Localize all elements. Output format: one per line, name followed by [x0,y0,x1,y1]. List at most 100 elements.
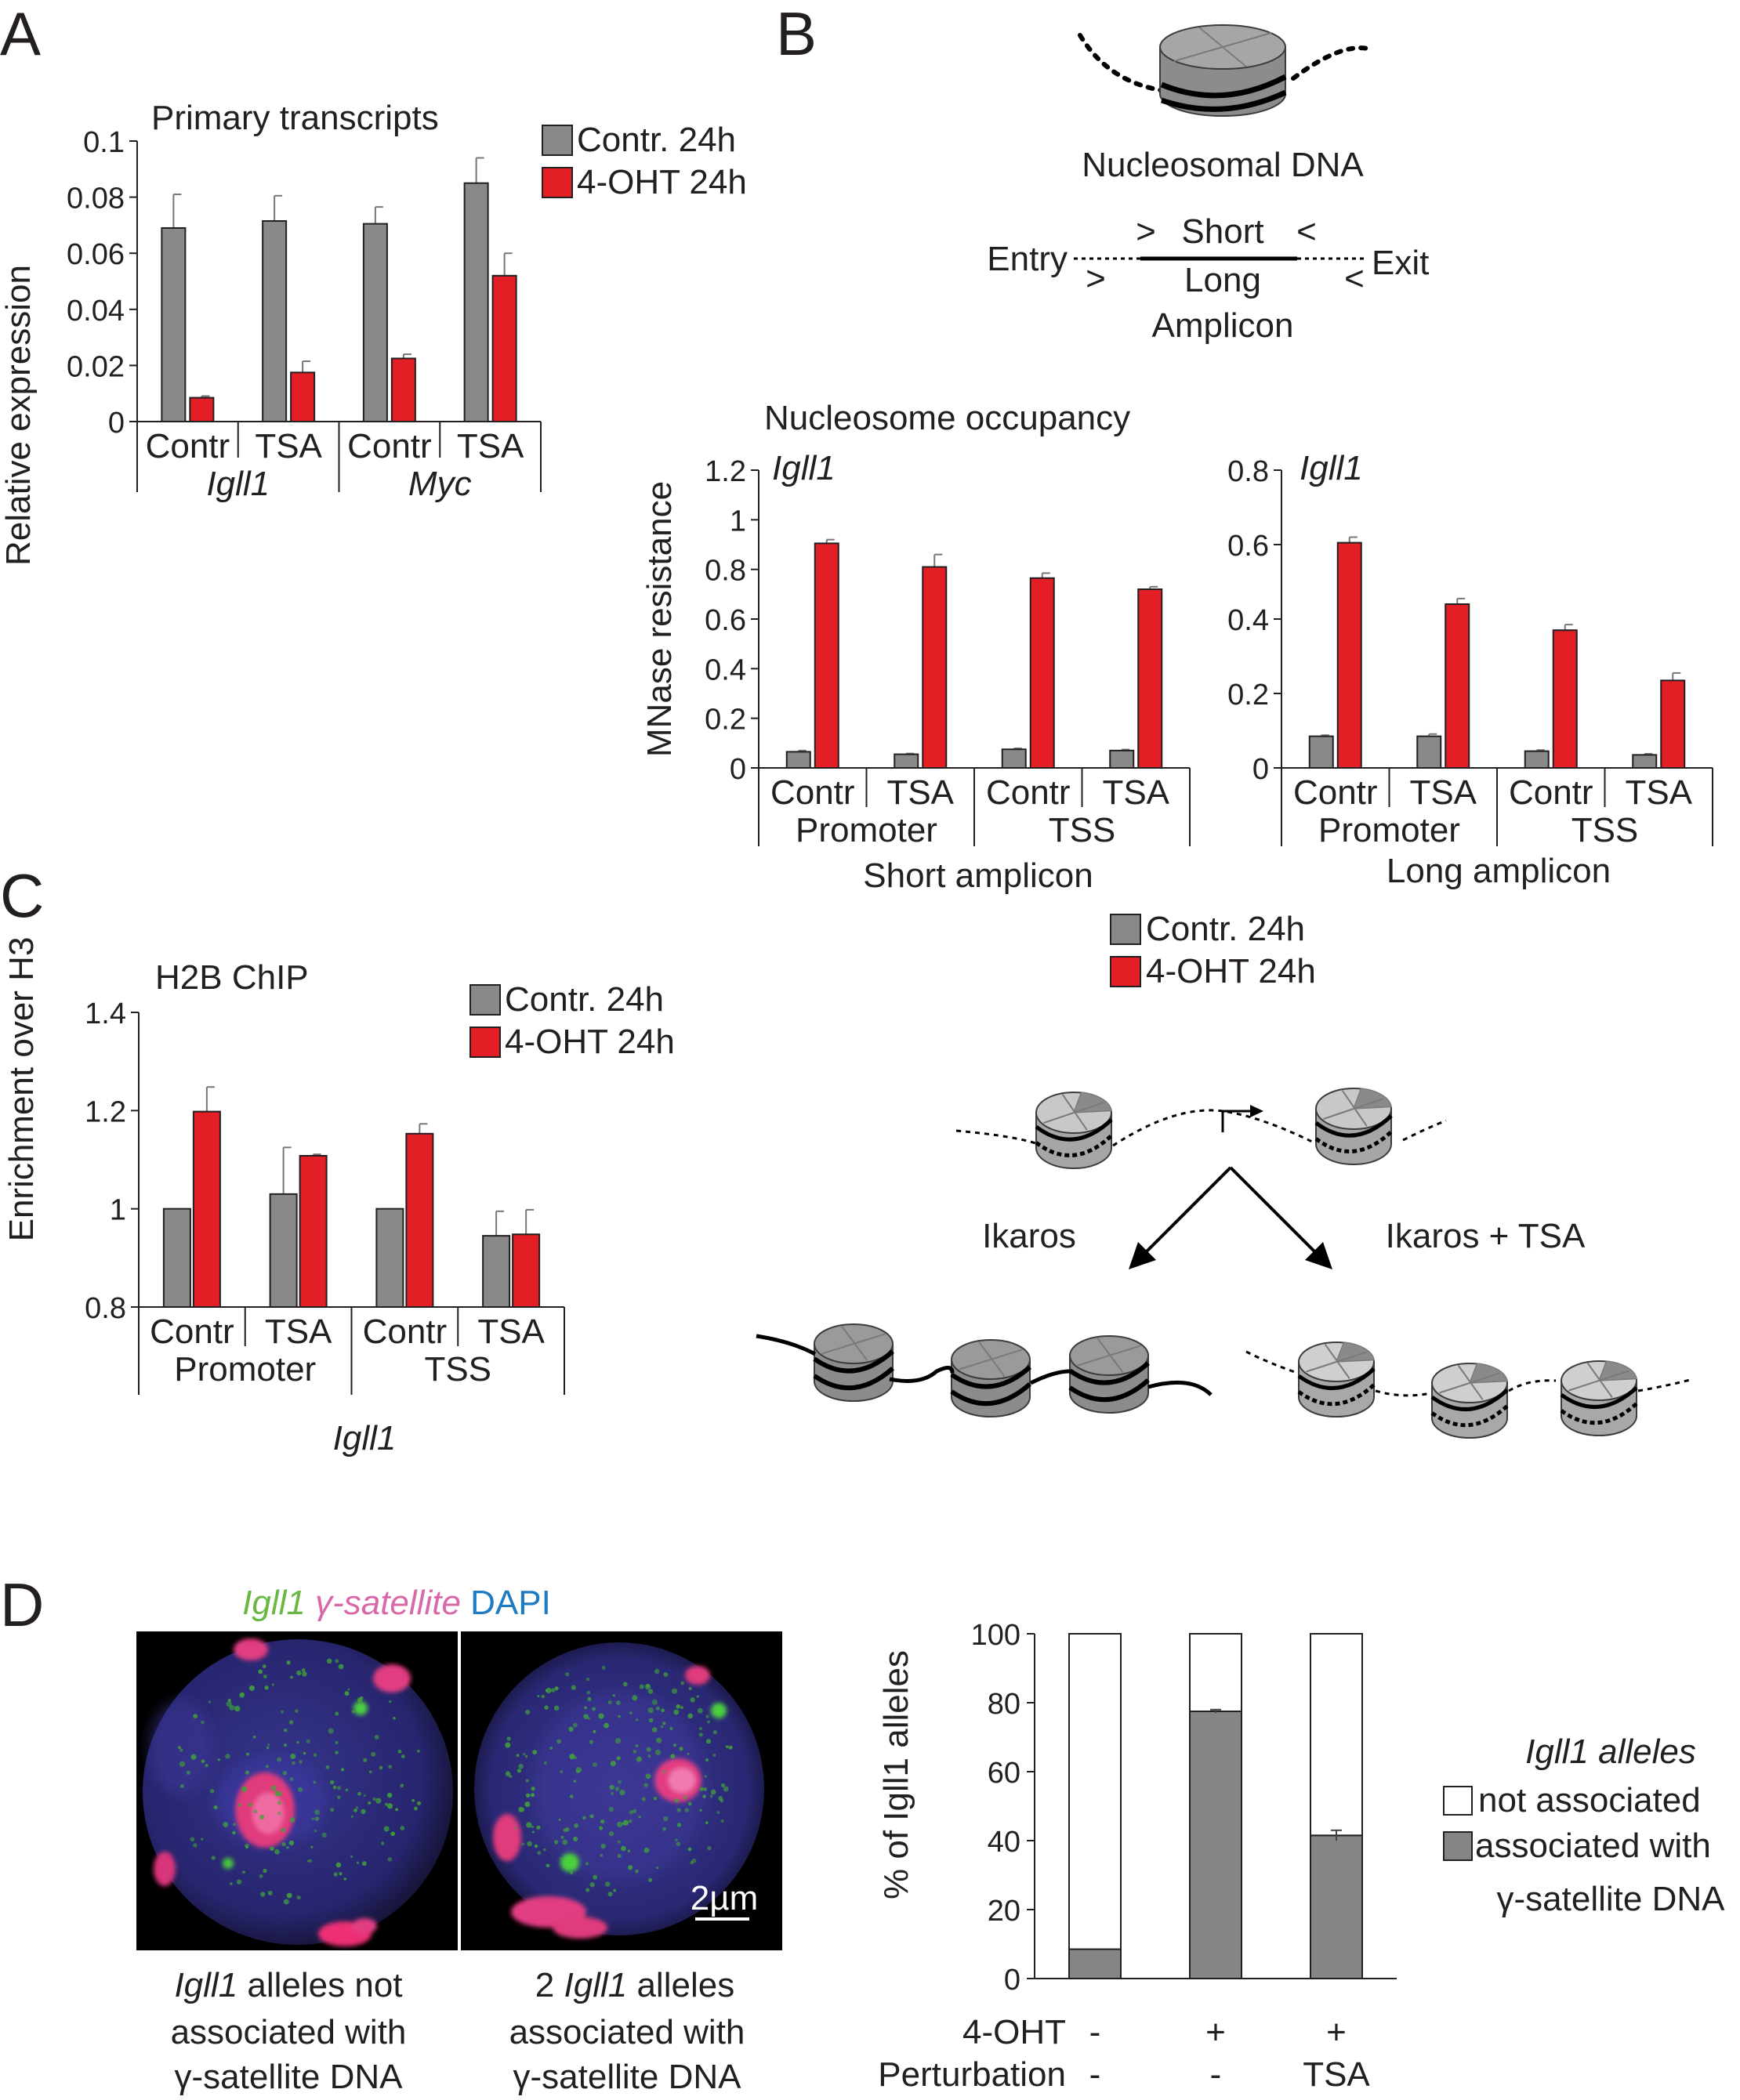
y-tick-label: 0.04 [67,295,125,328]
fish-speckle [687,1801,692,1806]
fish-speckle [516,1754,520,1758]
x-category-label: Contr [770,773,855,812]
y-tick-label: 0 [1252,753,1269,786]
fish-speckle [416,1801,422,1805]
fish-speckle [230,1882,233,1885]
x-category-label: Contr [1509,773,1593,812]
dna-wrap [1430,1389,1509,1411]
fish-speckle [353,1808,358,1812]
fish-speckle [190,1754,197,1760]
fish-speckle [525,1793,531,1798]
fish-speckle [589,1740,594,1744]
fish-speckle [193,1843,198,1848]
fish-speckle [544,1705,549,1710]
fish-speckle [209,1788,215,1794]
ikaros-label: Ikaros [982,1217,1076,1255]
fish-speckle [264,1685,269,1690]
caption-right-line2: associated with [509,2013,745,2051]
fish-speckle [226,1700,232,1707]
bar-associated [1068,1948,1122,1980]
bar-oht [814,542,839,769]
nucleosome-seam [1324,1343,1350,1379]
x-group-label: Myc [408,465,472,503]
dna-wrap [950,1381,1031,1407]
condition-value: - [1210,2055,1222,2094]
fish-speckle [688,1686,692,1691]
x-category-label: Contr [146,427,230,465]
fish-speckle [564,1672,570,1677]
y-tick-label: 0.8 [1227,455,1269,488]
fish-speckle [683,1794,687,1800]
fish-speckle [281,1841,286,1847]
y-tick-label: 0.02 [67,350,125,383]
legend-b-oht-label: 4-OHT 24h [1146,952,1316,990]
fish-speckle [696,1695,699,1698]
dna-wrap [813,1366,894,1391]
chart-b-title: Nucleosome occupancy [764,399,1130,437]
fish-speckle [618,1780,622,1784]
fish-speckle [350,1855,353,1859]
chart-a-legend: Contr. 24h 4-OHT 24h [542,121,747,201]
fish-speckle [277,1757,282,1762]
fish-speckle [618,1714,621,1718]
bar-oht [1552,629,1578,769]
fish-speckle [635,1718,639,1722]
fish-speckle [400,1783,404,1788]
fish-speckle [277,1790,282,1797]
fish-speckle [676,1704,681,1709]
fish-speckle [651,1727,658,1732]
fish-speckle [205,1764,208,1768]
fish-speckle [617,1854,622,1858]
fish-speckle [232,1823,236,1827]
fish-speckle [712,1754,716,1757]
nucleosomal-dna-label: Nucleosomal DNA [1082,146,1364,184]
fish-speckle [698,1732,703,1737]
chart-d-ylabel: % of Igll1 alleles [877,1650,915,1899]
panel-letter-d: D [0,1570,44,1639]
fish-speckle [525,1709,531,1715]
condition-row-label: 4-OHT [962,2013,1066,2051]
x-group-label: Promoter [796,811,937,849]
fish-speckle [368,1770,372,1774]
legend-d-assoc-label2: γ-satellite DNA [1497,1880,1726,1918]
fish-speckle [411,1798,415,1802]
fish-speckle [568,1726,574,1732]
fish-speckle [589,1814,594,1819]
fish-speckle [661,1708,665,1713]
fish-speckle [343,1877,347,1881]
fish-speckle [707,1845,712,1851]
condition-value: + [1205,2013,1226,2051]
bar-contr [362,223,388,422]
bar-associated [1189,1711,1242,1979]
x-category-label: TSA [457,427,524,465]
chart-d-legend: Igll1 alleles not associated associated … [1443,1732,1726,1918]
bar-contr [1524,750,1550,769]
fish-speckle [383,1826,390,1832]
nucleosome-seam [1439,1372,1500,1394]
fish-speckle [193,1714,198,1719]
arrow-ikaros-tsa-line [1229,1166,1322,1259]
fish-speckle [277,1801,281,1805]
fish-speckle [311,1817,314,1820]
condition-value: - [1089,2013,1101,2051]
long-label: Long [1184,261,1261,299]
fish-speckle [414,1806,418,1811]
arrow-ikaros-line [1139,1166,1232,1259]
fish-speckle [178,1746,181,1750]
dna-wrap [1297,1367,1376,1390]
y-tick-label: 0.4 [705,654,746,686]
condition-value: - [1089,2055,1101,2094]
y-tick-label: 1.2 [705,455,746,488]
fish-speckle [633,1750,637,1754]
fish-speckle [509,1775,513,1779]
fish-speckle [387,1857,393,1862]
fish-speckle [401,1754,405,1758]
fish-speckle [647,1754,651,1758]
fish-speckle [616,1821,623,1827]
nucleosome-tail [1352,1088,1392,1110]
bar-contr [785,751,811,769]
fish-speckle [309,1859,313,1863]
fish-speckle [225,1754,230,1759]
fish-speckle [574,1823,578,1828]
